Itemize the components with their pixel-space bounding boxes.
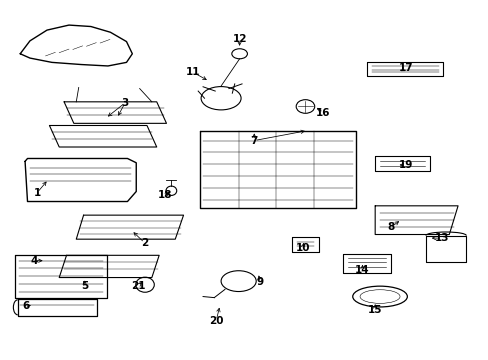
Text: 5: 5 xyxy=(81,281,88,291)
Text: 12: 12 xyxy=(232,35,246,44)
Text: 17: 17 xyxy=(398,63,413,73)
Text: 8: 8 xyxy=(386,222,394,232)
Text: 16: 16 xyxy=(316,108,330,118)
Text: 11: 11 xyxy=(185,67,200,77)
Text: 2: 2 xyxy=(141,238,148,248)
Text: 1: 1 xyxy=(34,188,41,198)
Text: 6: 6 xyxy=(22,301,30,311)
Text: 4: 4 xyxy=(30,256,38,266)
Text: 19: 19 xyxy=(398,160,413,170)
Text: 3: 3 xyxy=(121,98,128,108)
Text: 9: 9 xyxy=(256,277,263,287)
Text: 13: 13 xyxy=(434,233,448,243)
Text: 7: 7 xyxy=(250,136,257,145)
Text: 10: 10 xyxy=(295,243,309,253)
Text: 21: 21 xyxy=(131,281,145,291)
Text: 14: 14 xyxy=(354,265,369,275)
Text: 18: 18 xyxy=(158,190,172,200)
Text: 20: 20 xyxy=(208,316,223,325)
Text: 15: 15 xyxy=(367,305,382,315)
